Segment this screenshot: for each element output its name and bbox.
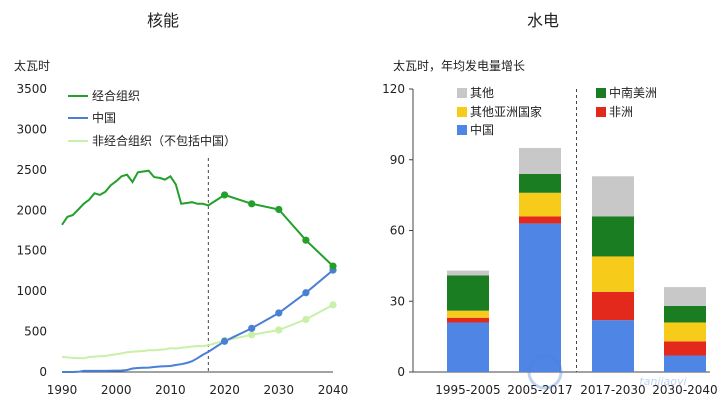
hydro-chart-title: 水电 xyxy=(527,11,559,30)
legend-swatch-china xyxy=(457,125,467,135)
bar-segment-china_bar xyxy=(664,355,706,372)
nuclear-x-tick-label: 2030 xyxy=(264,383,295,397)
bar-segment-cs_america xyxy=(592,216,634,257)
nuclear-y-tick-label: 1000 xyxy=(16,284,47,298)
bar-segment-africa xyxy=(447,317,489,323)
legend-label-non-oecd: 非经合组织（不包括中国） xyxy=(92,133,236,148)
legend-label-china-hydro: 中国 xyxy=(470,122,494,137)
nuclear-y-ticks: 0 500 1000 1500 2000 2500 3000 3500 xyxy=(16,82,47,379)
hydro-x-tick-label: 2005-2017 xyxy=(507,383,572,397)
data-point-oecd xyxy=(275,205,283,214)
hydro-chart: 水电 太瓦时，年均发电量增长 0 30 60 90 120 1995-2005 2005-… xyxy=(382,11,718,397)
hydro-y-axis-label: 太瓦时，年均发电量增长 xyxy=(393,58,525,73)
bar-segment-other_asia xyxy=(519,192,561,217)
bar-segment-africa xyxy=(519,216,561,224)
nuclear-y-tick-label: 3000 xyxy=(16,122,47,136)
bar-segment-other xyxy=(519,147,561,174)
watermark: tanjiaoyi xyxy=(527,354,687,390)
hydro-x-tick-label: 1995-2005 xyxy=(435,383,500,397)
legend-swatch-other-asia xyxy=(457,107,467,117)
nuclear-y-axis-label: 太瓦时 xyxy=(14,58,50,73)
legend-label-oecd: 经合组织 xyxy=(92,88,140,103)
legend-label-other-asia: 其他亚洲国家 xyxy=(470,104,542,119)
data-point-china xyxy=(275,309,283,317)
hydro-y-tick-label: 60 xyxy=(390,224,405,238)
hydro-x-tick-label: 2017-2030 xyxy=(580,383,645,397)
legend-label-china: 中国 xyxy=(92,110,116,125)
nuclear-y-tick-label: 500 xyxy=(24,325,47,339)
legend-label-other: 其他 xyxy=(470,86,494,100)
nuclear-x-tick-label: 2010 xyxy=(155,383,186,397)
nuclear-chart: 核能 太瓦时 0 500 1000 1500 2000 2500 3000 3500 1990… xyxy=(14,11,348,397)
series-line-non_oecd xyxy=(61,304,334,360)
hydro-y-ticks: 0 30 60 90 120 xyxy=(382,82,413,379)
legend-swatch-africa xyxy=(596,107,606,117)
nuclear-x-tick-label: 1990 xyxy=(47,383,78,397)
data-point-non_oecd xyxy=(275,326,283,334)
data-point-non_oecd xyxy=(248,331,256,339)
bar-segment-other_asia xyxy=(664,322,706,342)
bar-segment-china_bar xyxy=(592,320,634,372)
nuclear-x-tick-label: 2000 xyxy=(101,383,132,397)
bar-segment-china_bar xyxy=(519,223,561,372)
bar-segment-cs_america xyxy=(664,305,706,323)
data-point-oecd xyxy=(248,200,256,208)
legend-swatch-other xyxy=(457,88,467,98)
watermark-logo-icon xyxy=(527,354,563,390)
nuclear-x-tick-label: 2040 xyxy=(318,383,349,397)
nuclear-x-tick-label: 2020 xyxy=(209,383,240,397)
data-point-oecd xyxy=(221,191,229,199)
data-point-non_oecd xyxy=(302,315,310,324)
bar-segment-other xyxy=(664,287,706,306)
series-line-oecd xyxy=(61,169,334,267)
bar-segment-other_asia xyxy=(592,256,634,292)
bar-segment-cs_america xyxy=(519,173,561,193)
bar-segment-china_bar xyxy=(447,322,489,372)
hydro-y-tick-label: 30 xyxy=(390,294,405,308)
legend-swatch-cs-america xyxy=(596,88,606,98)
data-point-non_oecd xyxy=(329,301,337,309)
hydro-y-tick-label: 0 xyxy=(397,365,405,379)
hydro-legend: 其他 中南美洲 其他亚洲国家 非洲 中国 xyxy=(457,85,657,137)
nuclear-series-markers xyxy=(221,191,337,345)
watermark-text: tanjiaoyi xyxy=(639,375,686,388)
bar-segment-africa xyxy=(664,341,706,356)
nuclear-series-lines xyxy=(61,169,334,373)
nuclear-x-ticks: 1990 2000 2010 2020 2030 2040 xyxy=(47,383,349,397)
bar-segment-other xyxy=(447,270,489,276)
hydro-x-ticks: 1995-2005 2005-2017 2017-2030 2030-2040 xyxy=(435,383,717,397)
nuclear-y-tick-label: 0 xyxy=(39,365,47,379)
legend-label-africa: 非洲 xyxy=(609,105,633,119)
data-point-oecd xyxy=(302,236,310,244)
nuclear-y-tick-label: 1500 xyxy=(16,244,47,258)
bar-segment-cs_america xyxy=(447,275,489,311)
nuclear-y-tick-label: 3500 xyxy=(16,82,47,96)
hydro-x-tick-label: 2030-2040 xyxy=(652,383,717,397)
hydro-bars xyxy=(447,147,706,372)
nuclear-y-tick-label: 2000 xyxy=(16,203,47,217)
bar-segment-africa xyxy=(592,291,634,321)
hydro-y-tick-label: 90 xyxy=(390,153,405,167)
series-line-china xyxy=(62,269,334,373)
legend-label-cs-america: 中南美洲 xyxy=(609,85,657,100)
data-point-china xyxy=(221,337,229,345)
nuclear-legend: 经合组织 中国 非经合组织（不包括中国） xyxy=(68,88,236,148)
nuclear-y-tick-label: 2500 xyxy=(16,163,47,177)
bar-segment-other xyxy=(592,176,634,217)
data-point-china xyxy=(302,289,310,297)
data-point-china xyxy=(248,324,256,332)
hydro-y-tick-label: 120 xyxy=(382,82,405,96)
bar-segment-other_asia xyxy=(447,310,489,318)
data-point-oecd xyxy=(329,262,337,270)
nuclear-chart-title: 核能 xyxy=(147,11,179,30)
